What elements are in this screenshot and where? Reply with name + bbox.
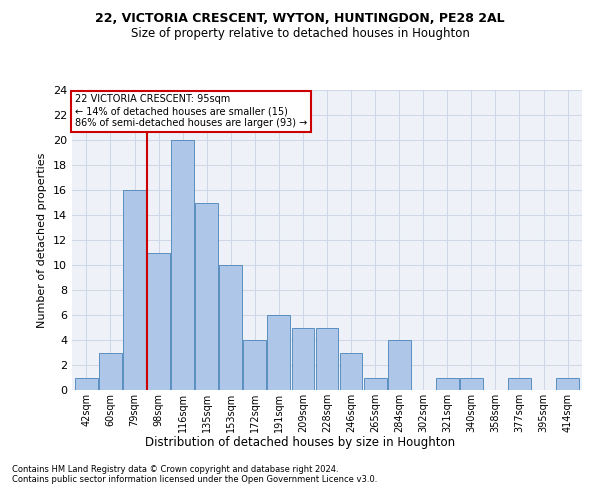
Text: Size of property relative to detached houses in Houghton: Size of property relative to detached ho…: [131, 28, 469, 40]
Bar: [244, 340, 266, 390]
Bar: [340, 352, 362, 390]
Text: Distribution of detached houses by size in Houghton: Distribution of detached houses by size …: [145, 436, 455, 449]
Bar: [436, 378, 459, 390]
Bar: [195, 202, 218, 390]
Bar: [171, 140, 194, 390]
Bar: [99, 352, 122, 390]
Text: 22, VICTORIA CRESCENT, WYTON, HUNTINGDON, PE28 2AL: 22, VICTORIA CRESCENT, WYTON, HUNTINGDON…: [95, 12, 505, 26]
Text: 22 VICTORIA CRESCENT: 95sqm
← 14% of detached houses are smaller (15)
86% of sem: 22 VICTORIA CRESCENT: 95sqm ← 14% of det…: [74, 94, 307, 128]
Bar: [388, 340, 410, 390]
Bar: [292, 328, 314, 390]
Bar: [364, 378, 386, 390]
Bar: [316, 328, 338, 390]
Bar: [75, 378, 98, 390]
Bar: [556, 378, 579, 390]
Text: Contains HM Land Registry data © Crown copyright and database right 2024.: Contains HM Land Registry data © Crown c…: [12, 465, 338, 474]
Y-axis label: Number of detached properties: Number of detached properties: [37, 152, 47, 328]
Bar: [147, 252, 170, 390]
Bar: [508, 378, 531, 390]
Text: Contains public sector information licensed under the Open Government Licence v3: Contains public sector information licen…: [12, 475, 377, 484]
Bar: [220, 265, 242, 390]
Bar: [123, 190, 146, 390]
Bar: [268, 315, 290, 390]
Bar: [460, 378, 483, 390]
